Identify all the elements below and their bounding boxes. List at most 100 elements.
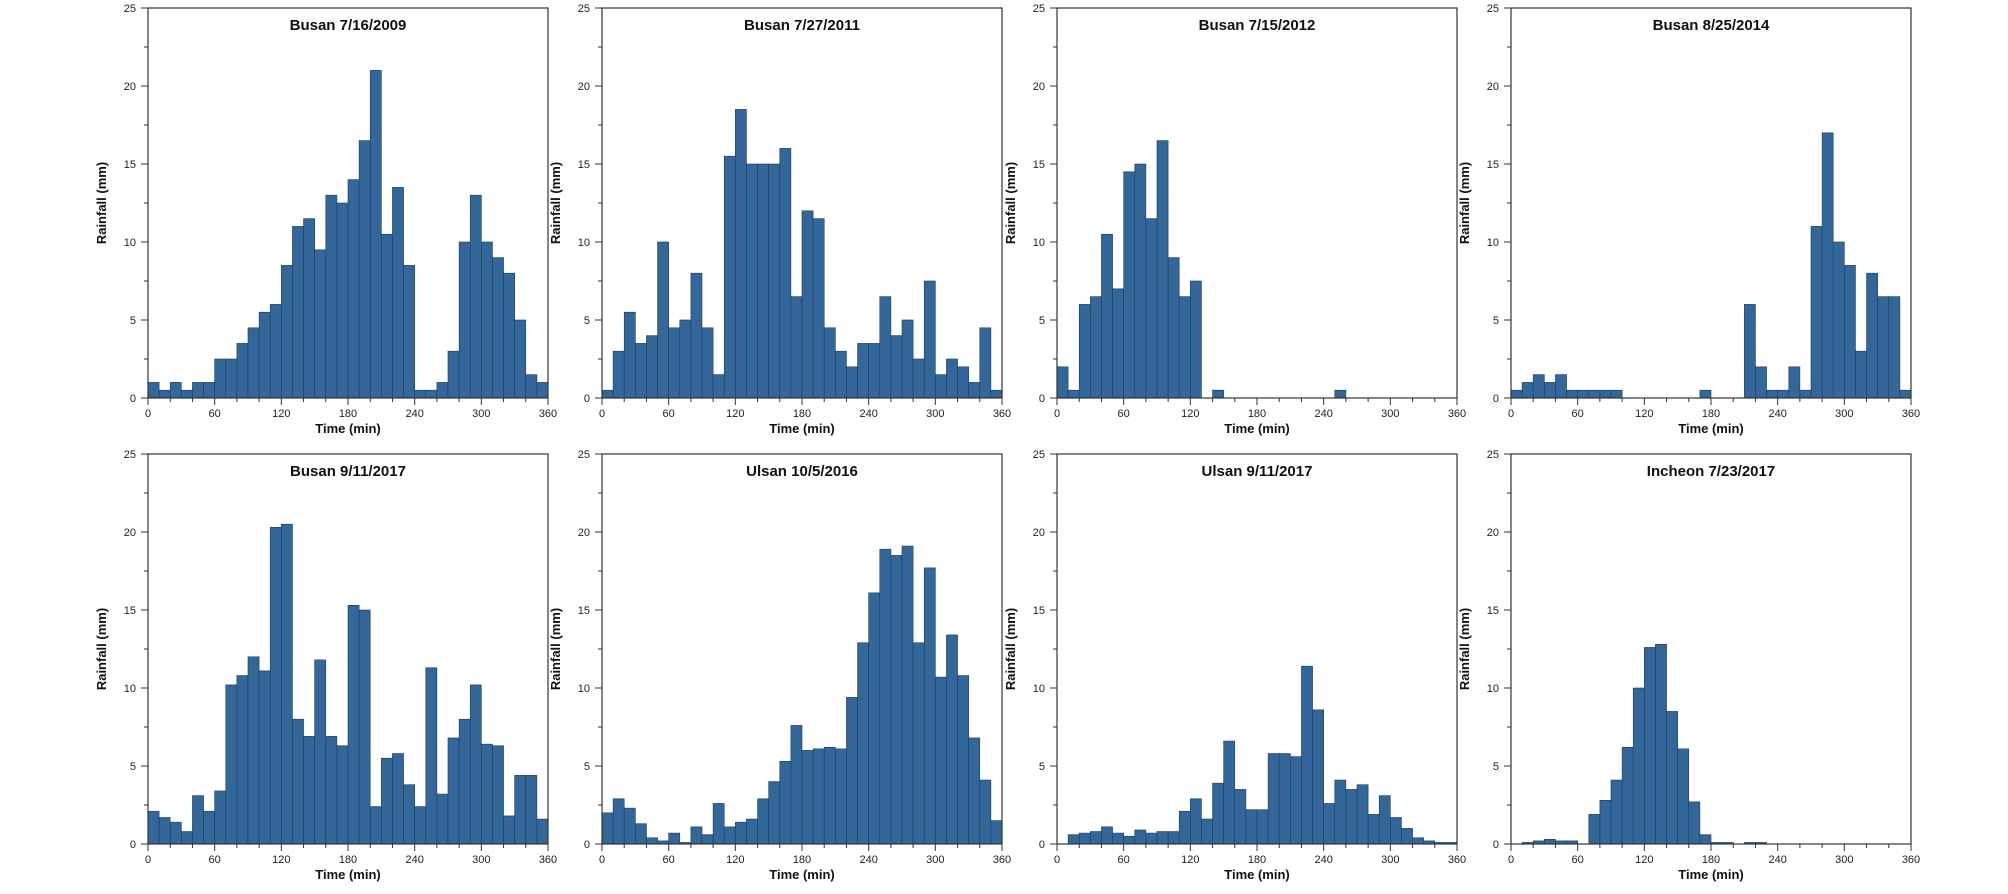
bar <box>712 374 725 399</box>
bar <box>1577 389 1590 399</box>
y-tick-label: 5 <box>1493 761 1499 773</box>
bar <box>1367 814 1380 845</box>
y-tick-label: 15 <box>1033 605 1045 617</box>
y-tick-label: 25 <box>578 3 590 15</box>
x-tick-label: 180 <box>1702 408 1720 420</box>
y-tick-label: 20 <box>578 527 590 539</box>
bar <box>1201 818 1213 845</box>
bar <box>1134 829 1147 845</box>
y-tick-label: 20 <box>124 81 136 93</box>
y-axis-label: Rainfall (mm) <box>1003 608 1018 690</box>
bar <box>835 748 847 845</box>
bar <box>1101 233 1113 399</box>
bar <box>1090 296 1102 399</box>
bar <box>835 350 847 399</box>
bar <box>790 296 803 399</box>
bar <box>1610 389 1623 399</box>
bar <box>158 389 171 399</box>
bar <box>303 218 315 399</box>
bar <box>690 272 703 399</box>
bar <box>525 374 538 399</box>
bar <box>912 358 925 399</box>
bar <box>1666 711 1678 845</box>
chart-title: Ulsan 9/11/2017 <box>1202 463 1313 480</box>
chart-title: Busan 7/15/2012 <box>1199 17 1316 34</box>
bar <box>923 567 936 845</box>
y-axis-label: Rainfall (mm) <box>1003 162 1018 244</box>
y-tick-label: 10 <box>1033 683 1045 695</box>
x-axis-label: Time (min) <box>315 421 381 436</box>
bar <box>392 187 404 399</box>
bar <box>768 163 781 399</box>
y-tick-label: 5 <box>130 761 136 773</box>
bar <box>846 697 858 845</box>
bar <box>1566 389 1578 399</box>
plot-frame <box>1510 453 1912 845</box>
x-tick-label: 300 <box>926 854 944 866</box>
bar <box>469 194 482 399</box>
bar <box>1301 665 1313 845</box>
bar <box>723 155 736 399</box>
bar <box>236 675 249 845</box>
y-tick-label: 25 <box>124 449 136 461</box>
x-tick-label: 300 <box>926 408 944 420</box>
y-tick-label: 10 <box>124 237 136 249</box>
bar <box>1256 809 1269 845</box>
x-tick-label: 180 <box>1248 854 1266 866</box>
bar <box>646 335 658 399</box>
x-axis-label: Time (min) <box>769 867 835 882</box>
y-tick-label: 0 <box>584 839 590 851</box>
y-tick-label: 15 <box>124 605 136 617</box>
bar <box>1821 132 1834 399</box>
bar <box>1390 817 1402 845</box>
y-tick-label: 5 <box>1493 315 1499 327</box>
bar <box>1877 296 1890 399</box>
x-axis-label: Time (min) <box>315 867 381 882</box>
bar <box>701 327 714 399</box>
bar <box>1345 789 1358 845</box>
y-tick-label: 20 <box>124 527 136 539</box>
y-tick-label: 20 <box>1033 81 1045 93</box>
chart-title: Incheon 7/23/2017 <box>1647 463 1775 480</box>
bar <box>303 736 315 845</box>
y-tick-label: 5 <box>1039 761 1045 773</box>
bar <box>1610 779 1623 845</box>
x-tick-label: 60 <box>663 854 675 866</box>
bar <box>1378 795 1391 845</box>
x-tick-label: 240 <box>1314 408 1332 420</box>
bar <box>946 634 958 845</box>
y-tick-label: 0 <box>130 393 136 405</box>
y-axis-label: Rainfall (mm) <box>94 608 109 690</box>
bar <box>823 746 836 845</box>
bar <box>1178 296 1191 399</box>
x-tick-label: 120 <box>1181 408 1199 420</box>
x-tick-label: 240 <box>1768 408 1786 420</box>
bar <box>823 327 836 399</box>
x-tick-label: 180 <box>1702 854 1720 866</box>
x-axis-label: Time (min) <box>1678 421 1744 436</box>
bar <box>979 327 992 399</box>
bar <box>458 241 471 399</box>
bar <box>757 798 769 845</box>
x-tick-label: 360 <box>1902 854 1920 866</box>
bar <box>436 382 449 399</box>
bar <box>1632 687 1645 845</box>
bar <box>425 667 438 845</box>
y-tick-label: 0 <box>1039 839 1045 851</box>
bar <box>336 745 349 845</box>
bar <box>1899 389 1912 399</box>
bar <box>447 737 460 845</box>
bar <box>247 327 260 399</box>
bar <box>192 382 204 399</box>
bar <box>269 527 282 845</box>
bar <box>1401 828 1413 845</box>
bar <box>403 784 415 845</box>
bar <box>1555 374 1567 399</box>
bar <box>935 374 947 399</box>
x-tick-label: 120 <box>726 408 744 420</box>
chart-panel-8: 0 5 10 15 20 25 0 60 120 180 240 300 360 Incheon 7/23… <box>1457 449 1920 882</box>
bar <box>492 257 504 399</box>
bar <box>912 642 925 845</box>
bar <box>946 358 958 399</box>
